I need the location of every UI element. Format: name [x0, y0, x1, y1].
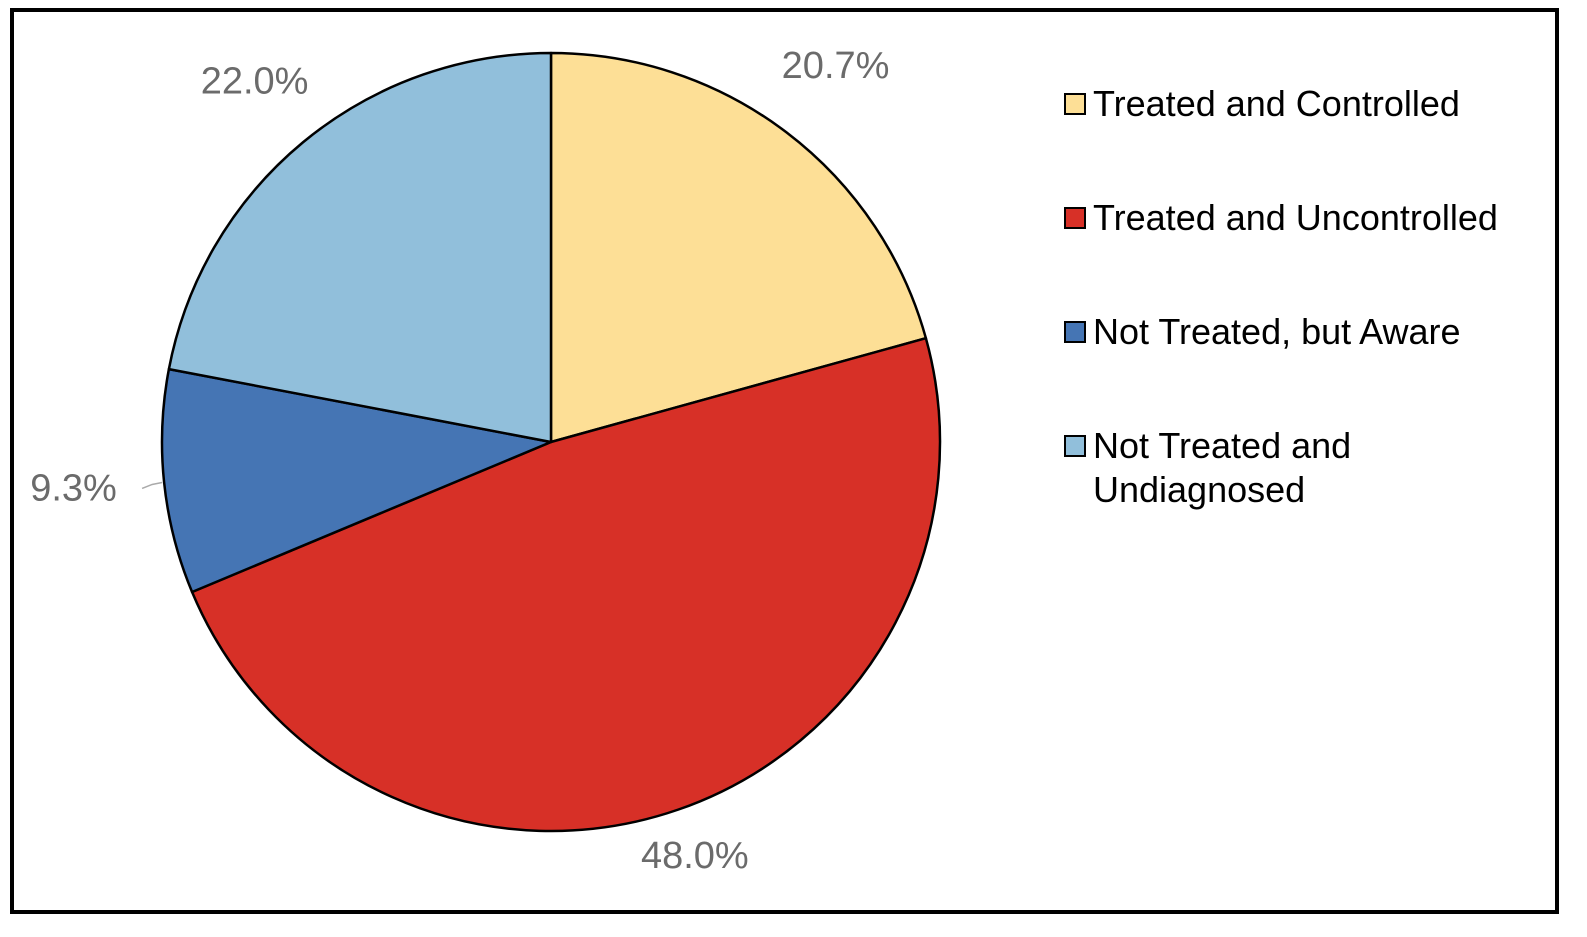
slice-label-treated-controlled: 20.7%	[782, 45, 890, 87]
legend-label: Not Treated and Undiagnosed	[1093, 425, 1352, 510]
legend: Treated and Controlled Treated and Uncon…	[1064, 82, 1554, 582]
slice-label-not-treated-undiagnosed: 22.0%	[201, 61, 309, 103]
legend-label: Treated and Controlled	[1093, 83, 1460, 124]
pie-slice-not-treated-aware	[160, 367, 553, 594]
legend-swatch-treated-controlled	[1064, 93, 1086, 115]
legend-swatch-treated-uncontrolled	[1064, 207, 1086, 229]
legend-item-not-treated-aware: Not Treated, but Aware	[1064, 310, 1554, 354]
legend-label: Treated and Uncontrolled	[1093, 197, 1498, 238]
pie-slice-not-treated-undiagnosed	[167, 51, 553, 444]
pie-slice-treated-controlled	[549, 51, 928, 444]
slice-label-not-treated-aware: 9.3%	[30, 468, 117, 510]
leader-line	[141, 481, 163, 490]
legend-label: Not Treated, but Aware	[1093, 311, 1461, 352]
legend-item-treated-uncontrolled: Treated and Uncontrolled	[1064, 196, 1554, 240]
pie-slice-treated-uncontrolled	[190, 336, 942, 833]
legend-swatch-not-treated-aware	[1064, 321, 1086, 343]
legend-item-not-treated-undiagnosed: Not Treated and Undiagnosed	[1064, 424, 1554, 512]
legend-swatch-not-treated-undiagnosed	[1064, 435, 1086, 457]
legend-item-treated-controlled: Treated and Controlled	[1064, 82, 1554, 126]
slice-label-treated-uncontrolled: 48.0%	[641, 835, 749, 877]
